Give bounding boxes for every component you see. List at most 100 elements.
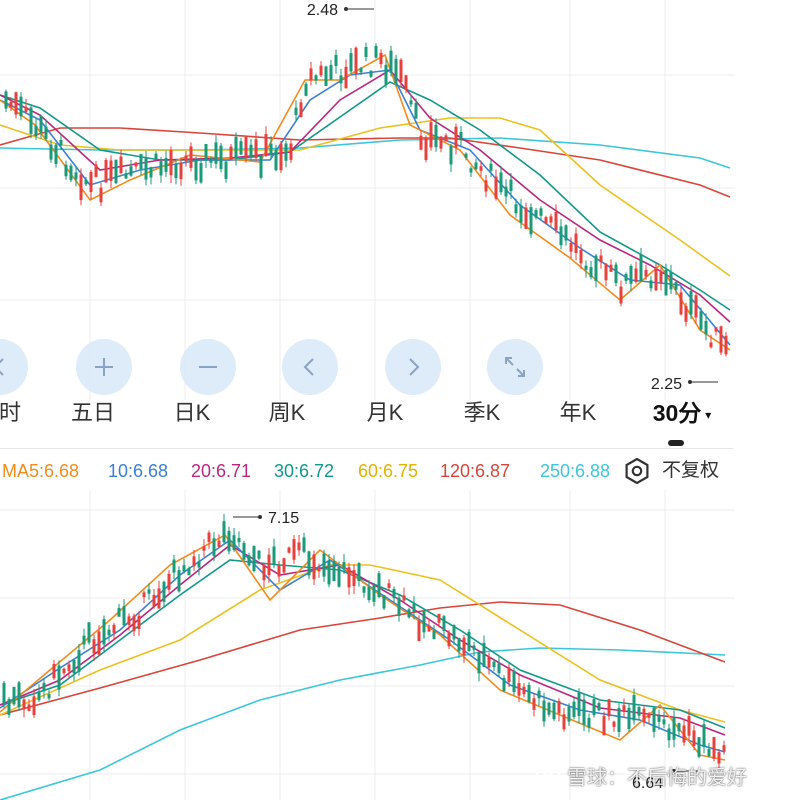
candle-body bbox=[157, 588, 161, 609]
tab-weekly-k[interactable]: 周K bbox=[268, 400, 306, 425]
tab-quarterly-k[interactable]: 季K bbox=[463, 400, 501, 425]
tab-30min[interactable]: 30分 ▾ bbox=[652, 400, 712, 426]
candle-body bbox=[707, 749, 711, 757]
ma120-line bbox=[0, 601, 726, 716]
candle-body bbox=[49, 144, 53, 160]
candle-body bbox=[702, 724, 706, 747]
candle-body bbox=[162, 581, 166, 602]
bottom-candlestick-chart[interactable]: 7.15 6.64 bbox=[0, 490, 800, 800]
zoom-in-button[interactable] bbox=[76, 339, 132, 395]
candle-body bbox=[129, 166, 133, 176]
candle-body bbox=[14, 92, 18, 115]
candle-body bbox=[299, 102, 303, 117]
candle-body bbox=[429, 122, 433, 148]
tab-monthly-k[interactable]: 月K bbox=[366, 400, 404, 425]
candle-body bbox=[474, 162, 478, 170]
candle-body bbox=[249, 144, 253, 157]
candle-body bbox=[644, 269, 648, 277]
candle-body bbox=[699, 311, 703, 330]
candle-body bbox=[479, 166, 483, 171]
candle-body bbox=[572, 701, 576, 718]
candle-body bbox=[604, 263, 608, 281]
candle-body bbox=[2, 682, 6, 704]
candle-body bbox=[317, 566, 321, 572]
watermark-text: 雪球：不后悔的爱好 bbox=[567, 766, 747, 789]
candle-body bbox=[577, 692, 581, 716]
candle-body bbox=[227, 530, 231, 552]
candle-body bbox=[239, 141, 243, 155]
plus-icon bbox=[95, 358, 113, 376]
candle-body bbox=[654, 268, 658, 291]
candle-body bbox=[337, 566, 341, 587]
candle-body bbox=[109, 160, 113, 182]
tab-daily-k[interactable]: 日K bbox=[173, 400, 211, 425]
candle-body bbox=[164, 157, 168, 172]
candle-body bbox=[247, 555, 251, 566]
expand-icon bbox=[505, 357, 525, 377]
low-price-label: 2.25 bbox=[651, 376, 682, 393]
candle-body bbox=[302, 537, 306, 552]
candle-body bbox=[207, 532, 211, 542]
candle-body bbox=[7, 699, 11, 715]
candle-body bbox=[262, 564, 266, 581]
move-right-button[interactable] bbox=[385, 339, 441, 395]
tab-yearly-k[interactable]: 年K bbox=[559, 400, 597, 425]
candlesticks bbox=[4, 42, 728, 357]
adjustment-mode-selector[interactable]: 不复权 bbox=[662, 460, 720, 481]
candle-body bbox=[264, 134, 268, 155]
candle-body bbox=[719, 326, 723, 353]
ma5-line bbox=[0, 53, 731, 351]
candle-body bbox=[497, 663, 501, 674]
candle-body bbox=[217, 540, 221, 547]
tab-five-day[interactable]: 五日 bbox=[70, 400, 116, 425]
candle-body bbox=[329, 64, 333, 80]
candle-body bbox=[374, 45, 378, 58]
candle-body bbox=[544, 217, 548, 224]
candle-body bbox=[652, 707, 656, 732]
candle-body bbox=[142, 592, 146, 598]
ma-legend: MA5:6.68 10:6.68 20:6.71 30:6.72 60:6.75… bbox=[0, 454, 800, 488]
candle-body bbox=[177, 570, 181, 592]
candle-body bbox=[609, 264, 613, 272]
candle-body bbox=[257, 550, 261, 559]
candle-body bbox=[92, 639, 96, 654]
candle-body bbox=[204, 144, 208, 161]
candle-body bbox=[212, 538, 216, 556]
candle-body bbox=[697, 737, 701, 757]
tab-intraday[interactable]: 时 bbox=[0, 400, 22, 425]
candle-body bbox=[24, 106, 28, 112]
candle-body bbox=[539, 208, 543, 216]
fullscreen-button[interactable] bbox=[487, 339, 543, 395]
candle-body bbox=[209, 157, 213, 163]
ma60-line bbox=[0, 117, 731, 277]
candle-body bbox=[187, 567, 191, 576]
candle-body bbox=[94, 164, 98, 177]
zoom-out-button[interactable] bbox=[180, 339, 236, 395]
candle-body bbox=[367, 586, 371, 601]
top-candlestick-chart[interactable]: 2.48 2.25 bbox=[0, 0, 800, 400]
gear-icon[interactable] bbox=[624, 458, 650, 484]
candle-body bbox=[437, 613, 441, 623]
candle-body bbox=[352, 570, 356, 587]
candle-body bbox=[172, 559, 176, 573]
ma10-value: 10:6.68 bbox=[108, 461, 169, 481]
candle-body bbox=[214, 142, 218, 164]
minus-icon bbox=[199, 366, 217, 368]
candle-body bbox=[199, 163, 203, 183]
candle-body bbox=[407, 609, 411, 618]
candle-body bbox=[584, 265, 588, 270]
candle-body bbox=[244, 137, 248, 159]
candle-body bbox=[467, 631, 471, 651]
move-left-button[interactable] bbox=[282, 339, 338, 395]
candle-body bbox=[724, 335, 728, 355]
candle-body bbox=[242, 542, 246, 560]
candle-body bbox=[89, 171, 93, 193]
candle-body bbox=[57, 665, 61, 690]
candle-body bbox=[39, 115, 43, 133]
candle-body bbox=[364, 46, 368, 57]
candle-body bbox=[369, 70, 373, 77]
ma20-value: 20:6.71 bbox=[191, 461, 252, 481]
candle-body bbox=[439, 136, 443, 149]
candle-body bbox=[197, 561, 201, 568]
candle-body bbox=[382, 595, 386, 609]
